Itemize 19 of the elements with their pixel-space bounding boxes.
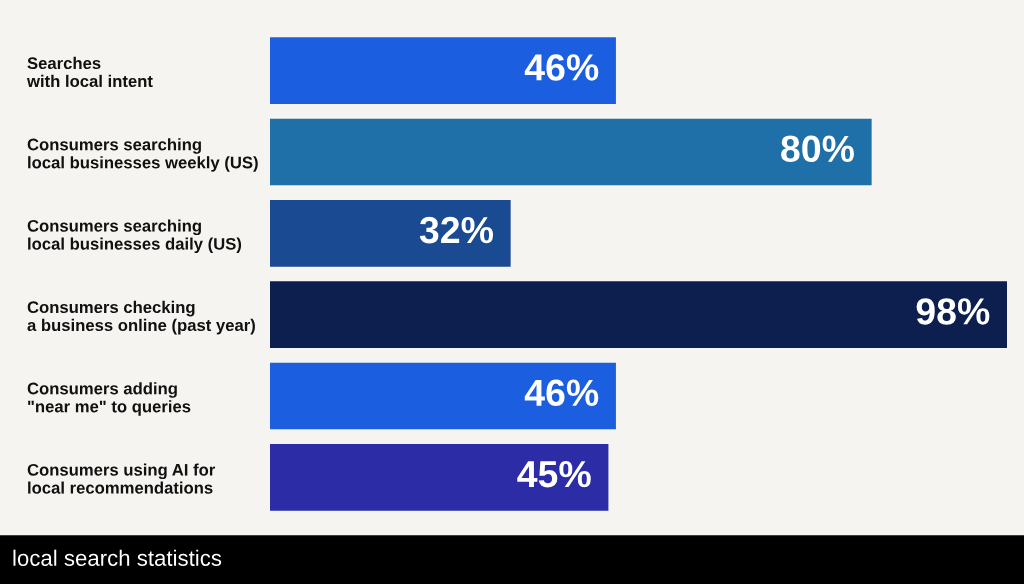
- y-tick-label: Consumers using AI for local recommendations: [27, 463, 216, 494]
- data-label: 98%: [916, 298, 990, 325]
- y-tick-label: Consumers checking a business online (past year): [27, 300, 255, 335]
- y-tick-label: Consumers adding "near me" to queries: [27, 382, 191, 416]
- bar: [270, 37, 616, 105]
- data-label: 45%: [517, 460, 591, 488]
- bar: [270, 362, 616, 430]
- bar: [270, 443, 609, 511]
- y-tick-label: Searches with local intent: [26, 56, 153, 88]
- bar: [270, 281, 1007, 349]
- y-tick-label: Consumers searching local businesses daily (US): [27, 219, 242, 254]
- data-label: 32%: [419, 216, 493, 244]
- text: local search statistics: [13, 549, 222, 566]
- bar: [270, 199, 511, 267]
- bar: [270, 118, 872, 186]
- y-tick-label: Consumers searching local businesses weekly (US): [27, 138, 258, 172]
- data-label: 46%: [524, 379, 599, 407]
- data-label: 46%: [524, 54, 599, 81]
- data-label: 80%: [781, 135, 854, 163]
